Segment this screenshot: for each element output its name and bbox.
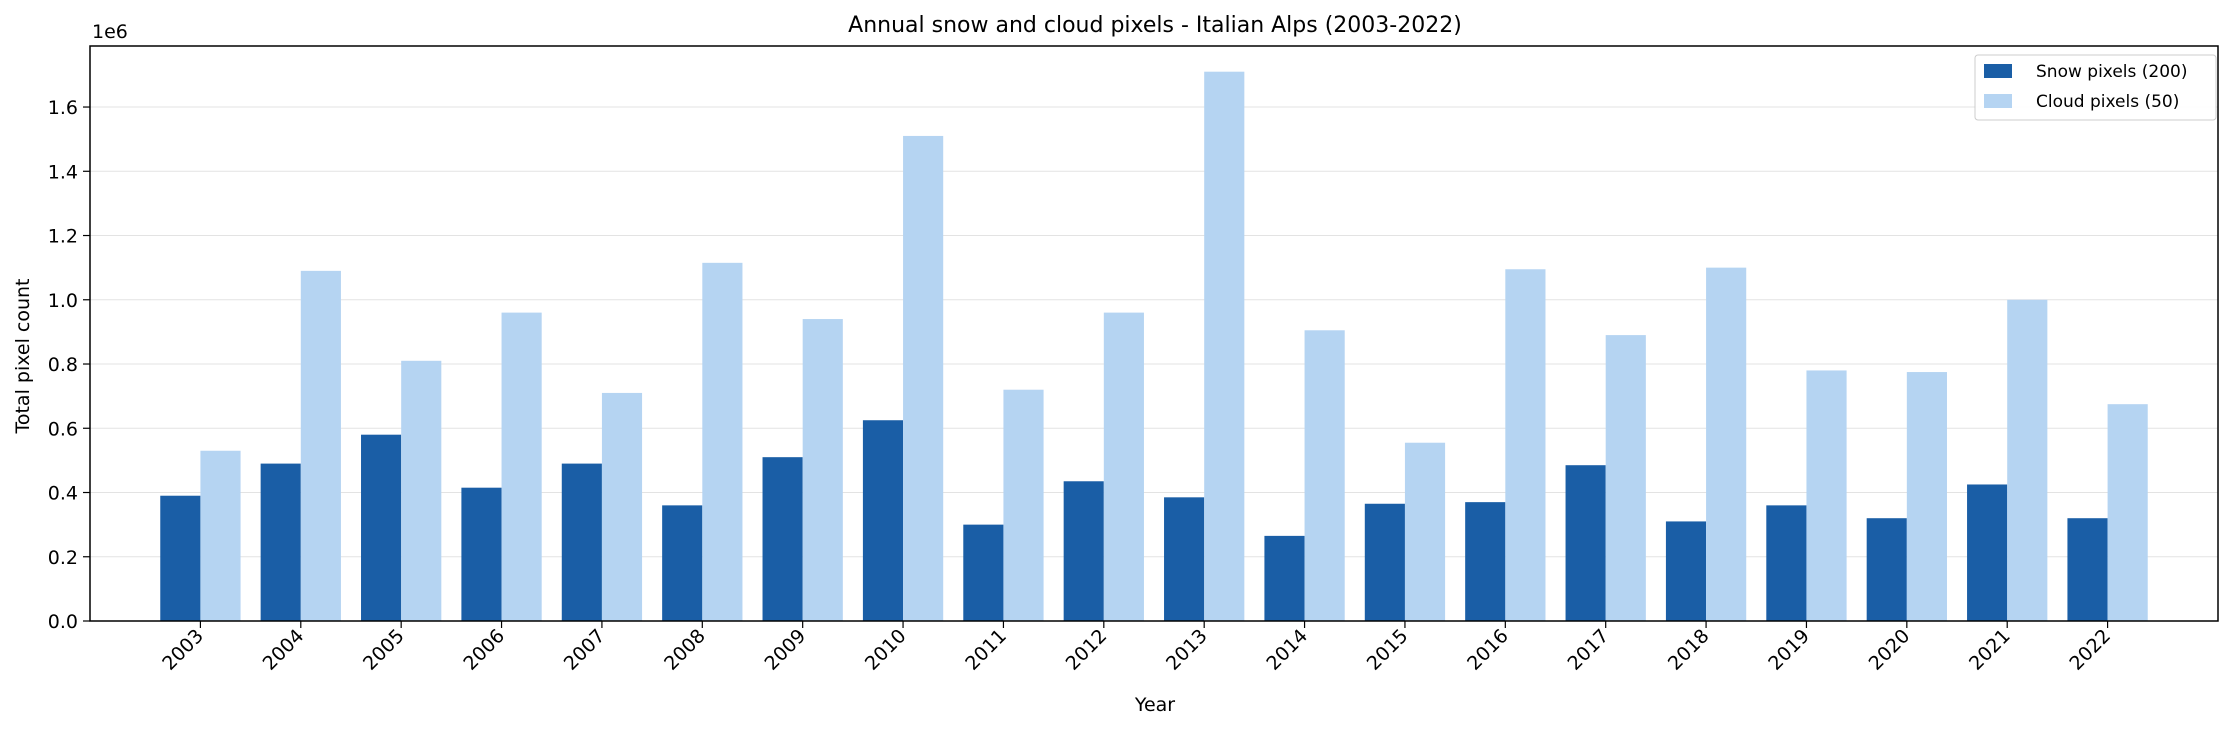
snow-bar	[1063, 481, 1104, 621]
y-tick-label: 1.0	[48, 290, 78, 312]
cloud-bar	[2107, 404, 2148, 621]
x-tick-label: 2021	[1965, 625, 2015, 675]
x-tick-label: 2012	[1062, 625, 1112, 675]
y-tick-label: 0.4	[48, 483, 78, 505]
y-tick-label: 1.4	[48, 161, 78, 183]
x-tick-label: 2017	[1563, 625, 1613, 675]
x-tick-label: 2003	[158, 625, 208, 675]
y-tick-label: 0.8	[48, 354, 78, 376]
plot-frame	[89, 45, 2219, 622]
snow-bar	[862, 420, 904, 621]
x-tick-label: 2015	[1363, 625, 1413, 675]
cloud-bar	[501, 312, 542, 621]
y-tick-label: 0.6	[48, 418, 78, 440]
cloud-bar	[1806, 370, 1847, 621]
x-tick-label: 2009	[760, 625, 810, 675]
x-tick-label: 2004	[259, 625, 309, 675]
cloud-bar	[903, 135, 944, 621]
x-tick-label: 2018	[1664, 625, 1714, 675]
snow-bar	[2067, 518, 2108, 621]
snow-bar	[1766, 505, 1807, 621]
y-tick-label: 1.2	[48, 226, 78, 248]
x-tick-label: 2010	[861, 625, 911, 675]
cloud-bar	[1304, 330, 1345, 621]
y-axis-ticks: 0.0 0.2 0.4 0.6 0.8 1.0 1.2 1.4 1.6	[48, 97, 90, 633]
snow-bar	[963, 524, 1004, 621]
x-tick-label: 2014	[1262, 625, 1312, 675]
legend-label-snow: Snow pixels (200)	[2036, 62, 2187, 82]
legend-swatch-snow	[1984, 64, 2012, 78]
cloud-bar	[802, 319, 843, 621]
y-axis-label: Total pixel count	[12, 278, 34, 434]
x-tick-label: 2013	[1162, 625, 1212, 675]
chart-title: Annual snow and cloud pixels - Italian A…	[848, 13, 1462, 38]
snow-bar	[662, 505, 703, 621]
cloud-bar	[1706, 267, 1747, 621]
snow-bar	[1364, 503, 1405, 621]
snow-bar	[762, 457, 803, 621]
legend: Snow pixels (200) Cloud pixels (50)	[1974, 54, 2217, 121]
legend-label-cloud: Cloud pixels (50)	[2036, 92, 2179, 112]
x-tick-label: 2022	[2065, 625, 2115, 675]
cloud-bar	[401, 360, 442, 621]
snow-bar	[1164, 497, 1205, 621]
snow-bar	[461, 487, 502, 621]
cloud-bar	[1003, 389, 1044, 621]
snow-bar	[1465, 502, 1506, 621]
cloud-bar	[1605, 335, 1646, 621]
bars	[160, 71, 2148, 622]
cloud-bar	[702, 262, 743, 621]
y-tick-label: 0.2	[48, 547, 78, 569]
legend-swatch-cloud	[1984, 94, 2012, 108]
cloud-bar	[1103, 312, 1144, 621]
y-tick-label: 1.6	[48, 97, 78, 119]
cloud-bar	[601, 392, 643, 621]
x-tick-label: 2020	[1865, 625, 1915, 675]
cloud-bar	[1404, 442, 1446, 621]
x-tick-label: 2006	[459, 625, 509, 675]
y-axis-offset-label: 1e6	[92, 21, 128, 43]
x-tick-label: 2007	[560, 625, 610, 675]
x-tick-label: 2019	[1764, 625, 1814, 675]
snow-bar	[561, 463, 602, 621]
cloud-bar	[1204, 71, 1245, 622]
x-tick-label: 2016	[1463, 625, 1513, 675]
cloud-bar	[2007, 299, 2048, 621]
snow-bar	[260, 463, 301, 621]
snow-bar	[160, 495, 201, 621]
snow-bar	[361, 434, 402, 621]
x-axis-label: Year	[1134, 694, 1175, 716]
cloud-bar	[1505, 269, 1546, 621]
snow-bar	[1866, 518, 1907, 621]
snow-bar	[1565, 465, 1606, 621]
snow-bar	[1967, 484, 2008, 621]
cloud-bar	[300, 270, 341, 621]
snow-bar	[1264, 535, 1305, 621]
gridlines	[90, 106, 2218, 622]
cloud-bar	[200, 450, 241, 621]
y-tick-label: 0.0	[48, 611, 78, 633]
legend-box	[1974, 54, 2217, 121]
cloud-bar	[1906, 372, 1947, 621]
x-tick-label: 2008	[660, 625, 710, 675]
snow-bar	[1665, 521, 1707, 621]
x-axis-ticks: 2003 2004 2005 2006 2007 2008 2009 2010 2011 2012…	[158, 621, 2115, 675]
x-tick-label: 2005	[359, 625, 409, 675]
x-tick-label: 2011	[961, 625, 1011, 675]
